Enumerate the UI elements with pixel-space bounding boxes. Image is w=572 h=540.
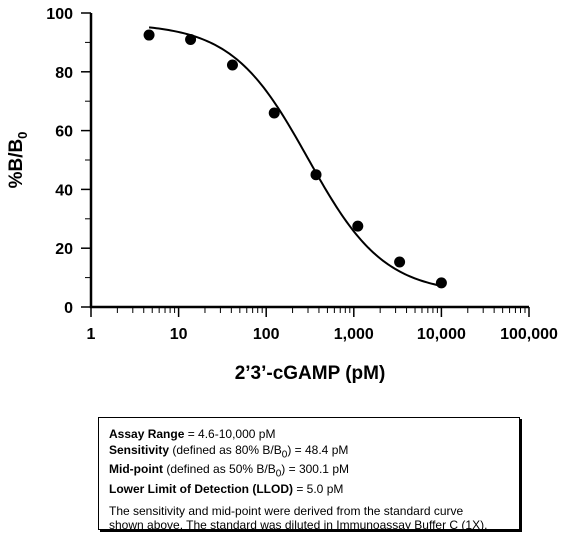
midpoint-definition: (defined as 50% B/B <box>162 462 276 477</box>
data-points <box>143 29 447 289</box>
y-tick-label: 40 <box>55 182 73 199</box>
sensitivity-subscript: 0 <box>281 448 288 460</box>
data-point <box>435 277 447 289</box>
x-tick-label: 100,000 <box>500 326 558 343</box>
x-axis-title: 2’3’-cGAMP (pM) <box>235 363 386 384</box>
sensitivity-definition: (defined as 80% B/B <box>169 442 282 457</box>
sensitivity-value: ) = 48.4 pM <box>287 442 349 457</box>
midpoint-value: ) = 300.1 pM <box>281 462 349 477</box>
data-point <box>143 29 155 41</box>
y-axis-title-subscript: 0 <box>15 132 30 139</box>
x-tick-label: 100 <box>253 326 280 343</box>
data-point <box>394 256 406 268</box>
method-note-line-1: The sensitivity and mid-point were deriv… <box>109 503 464 518</box>
y-axis-title-main: %B/B <box>6 139 27 189</box>
sensitivity-label: Sensitivity <box>109 442 170 457</box>
data-point <box>226 59 238 71</box>
llod-value: = 5.0 pM <box>293 482 344 497</box>
llod-line: Lower Limit of Detection (LLOD) = 5.0 pM <box>109 482 509 498</box>
assay-range-label: Assay Range <box>109 427 185 441</box>
y-axis-title: %B/B0 <box>6 132 30 189</box>
standard-curve-chart: 1 10 100 1,000 10,000 100,000 0 20 40 60 80 100 2’… <box>6 6 558 384</box>
sensitivity-line: Sensitivity (defined as 80% B/B0) = 48.4… <box>109 443 509 463</box>
data-point <box>352 220 364 232</box>
y-tick-label: 100 <box>46 6 73 23</box>
midpoint-line: Mid-point (defined as 50% B/B0) = 300.1 … <box>109 462 509 482</box>
y-axis-title-group: %B/B0 <box>6 132 30 189</box>
method-note: The sensitivity and mid-point were deriv… <box>109 504 509 533</box>
x-tick-label: 10,000 <box>417 326 466 343</box>
y-tick-label: 60 <box>55 124 73 141</box>
x-tick-label: 10 <box>170 326 188 343</box>
x-tick-label: 1 <box>87 326 96 343</box>
x-tick-label: 1,000 <box>334 326 374 343</box>
fit-curve <box>148 26 442 287</box>
assay-range-line: Assay Range = 4.6-10,000 pM <box>109 427 509 443</box>
assay-info-box: Assay Range = 4.6-10,000 pM Sensitivity … <box>98 417 520 533</box>
data-point <box>268 107 280 119</box>
data-point <box>185 33 197 45</box>
y-tick-label: 0 <box>64 300 73 317</box>
data-point <box>310 169 322 181</box>
assay-range-value: = 4.6-10,000 pM <box>184 427 276 441</box>
y-tick-label: 20 <box>55 241 73 258</box>
llod-label: Lower Limit of Detection (LLOD) <box>109 482 293 497</box>
midpoint-subscript: 0 <box>275 468 282 480</box>
x-axis-ticks: 1 10 100 1,000 10,000 100,000 <box>87 307 558 343</box>
y-axis-ticks: 0 20 40 60 80 100 <box>46 6 91 317</box>
y-tick-label: 80 <box>55 65 73 82</box>
midpoint-label: Mid-point <box>109 462 163 477</box>
method-note-line-2: shown above. The standard was diluted in… <box>109 518 488 533</box>
